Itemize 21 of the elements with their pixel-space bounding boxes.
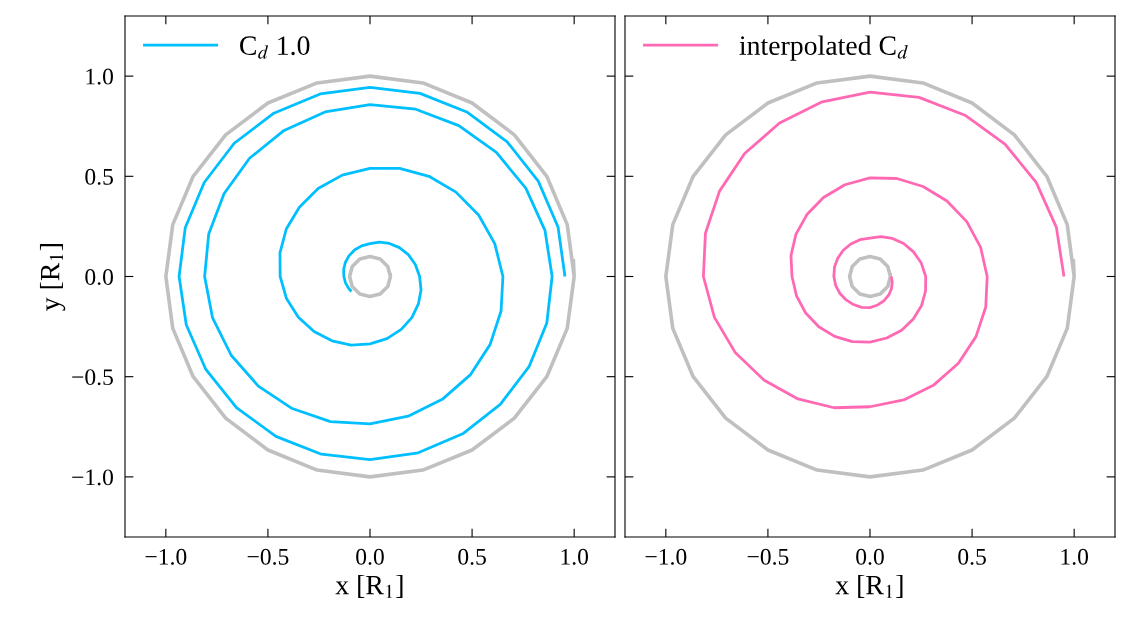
y-tick-label: 1.0	[86, 68, 113, 85]
y-tick-label: −0.5	[72, 369, 113, 386]
y-tick-label: 0.5	[85, 168, 113, 185]
legend-label: C$_{d}$ 1.0	[240, 36, 310, 59]
x-tick-label: 0.5	[458, 548, 486, 565]
line-series	[347, 254, 393, 299]
y-axis-title: y [R$_{1}$]	[39, 244, 66, 311]
x-tick-label: −1.0	[645, 548, 687, 565]
x-tick-label: −0.5	[747, 548, 789, 565]
x-tick-label: 0.0	[856, 548, 884, 565]
x-axis-title: x [R$_{1}$]	[835, 574, 903, 598]
y-tick-label: 0.0	[85, 268, 113, 286]
x-tick-label: −0.5	[247, 548, 289, 565]
x-tick-label: 1.0	[1061, 548, 1089, 565]
x-axis-title: x [R$_{1}$]	[335, 574, 403, 598]
x-tick-label: −1.0	[145, 548, 187, 565]
y-tick-label: −1.0	[72, 469, 113, 486]
x-tick-label: 1.0	[561, 548, 589, 565]
legend-label: interpolated C$_{d}$	[739, 35, 908, 61]
x-tick-label: 0.0	[356, 548, 384, 565]
x-tick-label: 0.5	[958, 548, 986, 565]
